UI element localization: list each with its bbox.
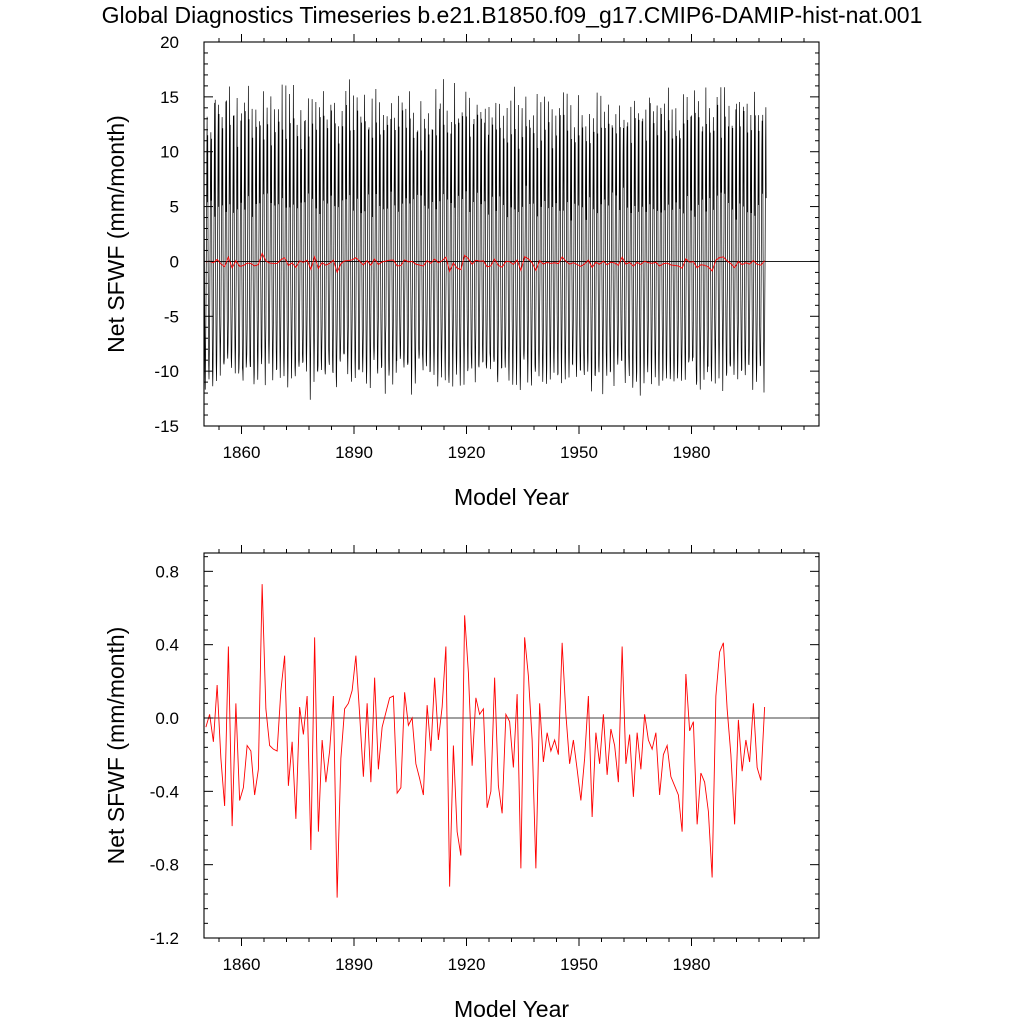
y-tick-label: 15 bbox=[160, 88, 179, 107]
y-tick-label: 10 bbox=[160, 143, 179, 162]
y-tick-label: -1.2 bbox=[150, 929, 179, 948]
x-tick-label: 1860 bbox=[223, 955, 261, 974]
x-tick-label: 1920 bbox=[448, 443, 486, 462]
y-tick-label: 0 bbox=[170, 252, 179, 271]
y-tick-label: -0.4 bbox=[150, 782, 179, 801]
y-tick-label: 0.8 bbox=[155, 562, 179, 581]
x-tick-label: 1950 bbox=[560, 955, 598, 974]
y-tick-label: -0.8 bbox=[150, 856, 179, 875]
x-axis-label: Model Year bbox=[454, 484, 569, 510]
x-tick-label: 1890 bbox=[335, 955, 373, 974]
y-tick-label: 0.4 bbox=[155, 636, 179, 655]
y-tick-label: 5 bbox=[170, 198, 179, 217]
x-tick-label: 1950 bbox=[560, 443, 598, 462]
x-tick-label: 1890 bbox=[335, 443, 373, 462]
series-annual-line bbox=[205, 584, 766, 898]
y-axis-label: Net SFWF (mm/month) bbox=[103, 627, 129, 865]
x-tick-label: 1980 bbox=[673, 955, 711, 974]
y-tick-label: 0.0 bbox=[155, 709, 179, 728]
plot-bottom-annual: 1860 1890 1920 1950 1980 -1.2 -0.8 -0.4 0.0 0.4 0.… bbox=[103, 545, 820, 1022]
chart-title: Global Diagnostics Timeseries b.e21.B185… bbox=[101, 2, 923, 28]
x-tick-label: 1860 bbox=[223, 443, 261, 462]
y-tick-label: 20 bbox=[160, 33, 179, 52]
y-tick-label: -15 bbox=[154, 417, 179, 436]
y-tick-label: -10 bbox=[154, 362, 179, 381]
y-axis-label: Net SFWF (mm/month) bbox=[103, 115, 129, 353]
x-tick-label: 1920 bbox=[448, 955, 486, 974]
series-annual-mean-line bbox=[205, 252, 765, 274]
x-axis-label: Model Year bbox=[454, 996, 569, 1022]
series-monthly-line bbox=[203, 79, 767, 400]
plot-top-monthly: 1860 1890 1920 1950 1980 -15 -10 -5 0 5 10 15 20 Mode… bbox=[103, 33, 820, 510]
x-tick-label: 1980 bbox=[673, 443, 711, 462]
y-tick-label: -5 bbox=[164, 307, 179, 326]
